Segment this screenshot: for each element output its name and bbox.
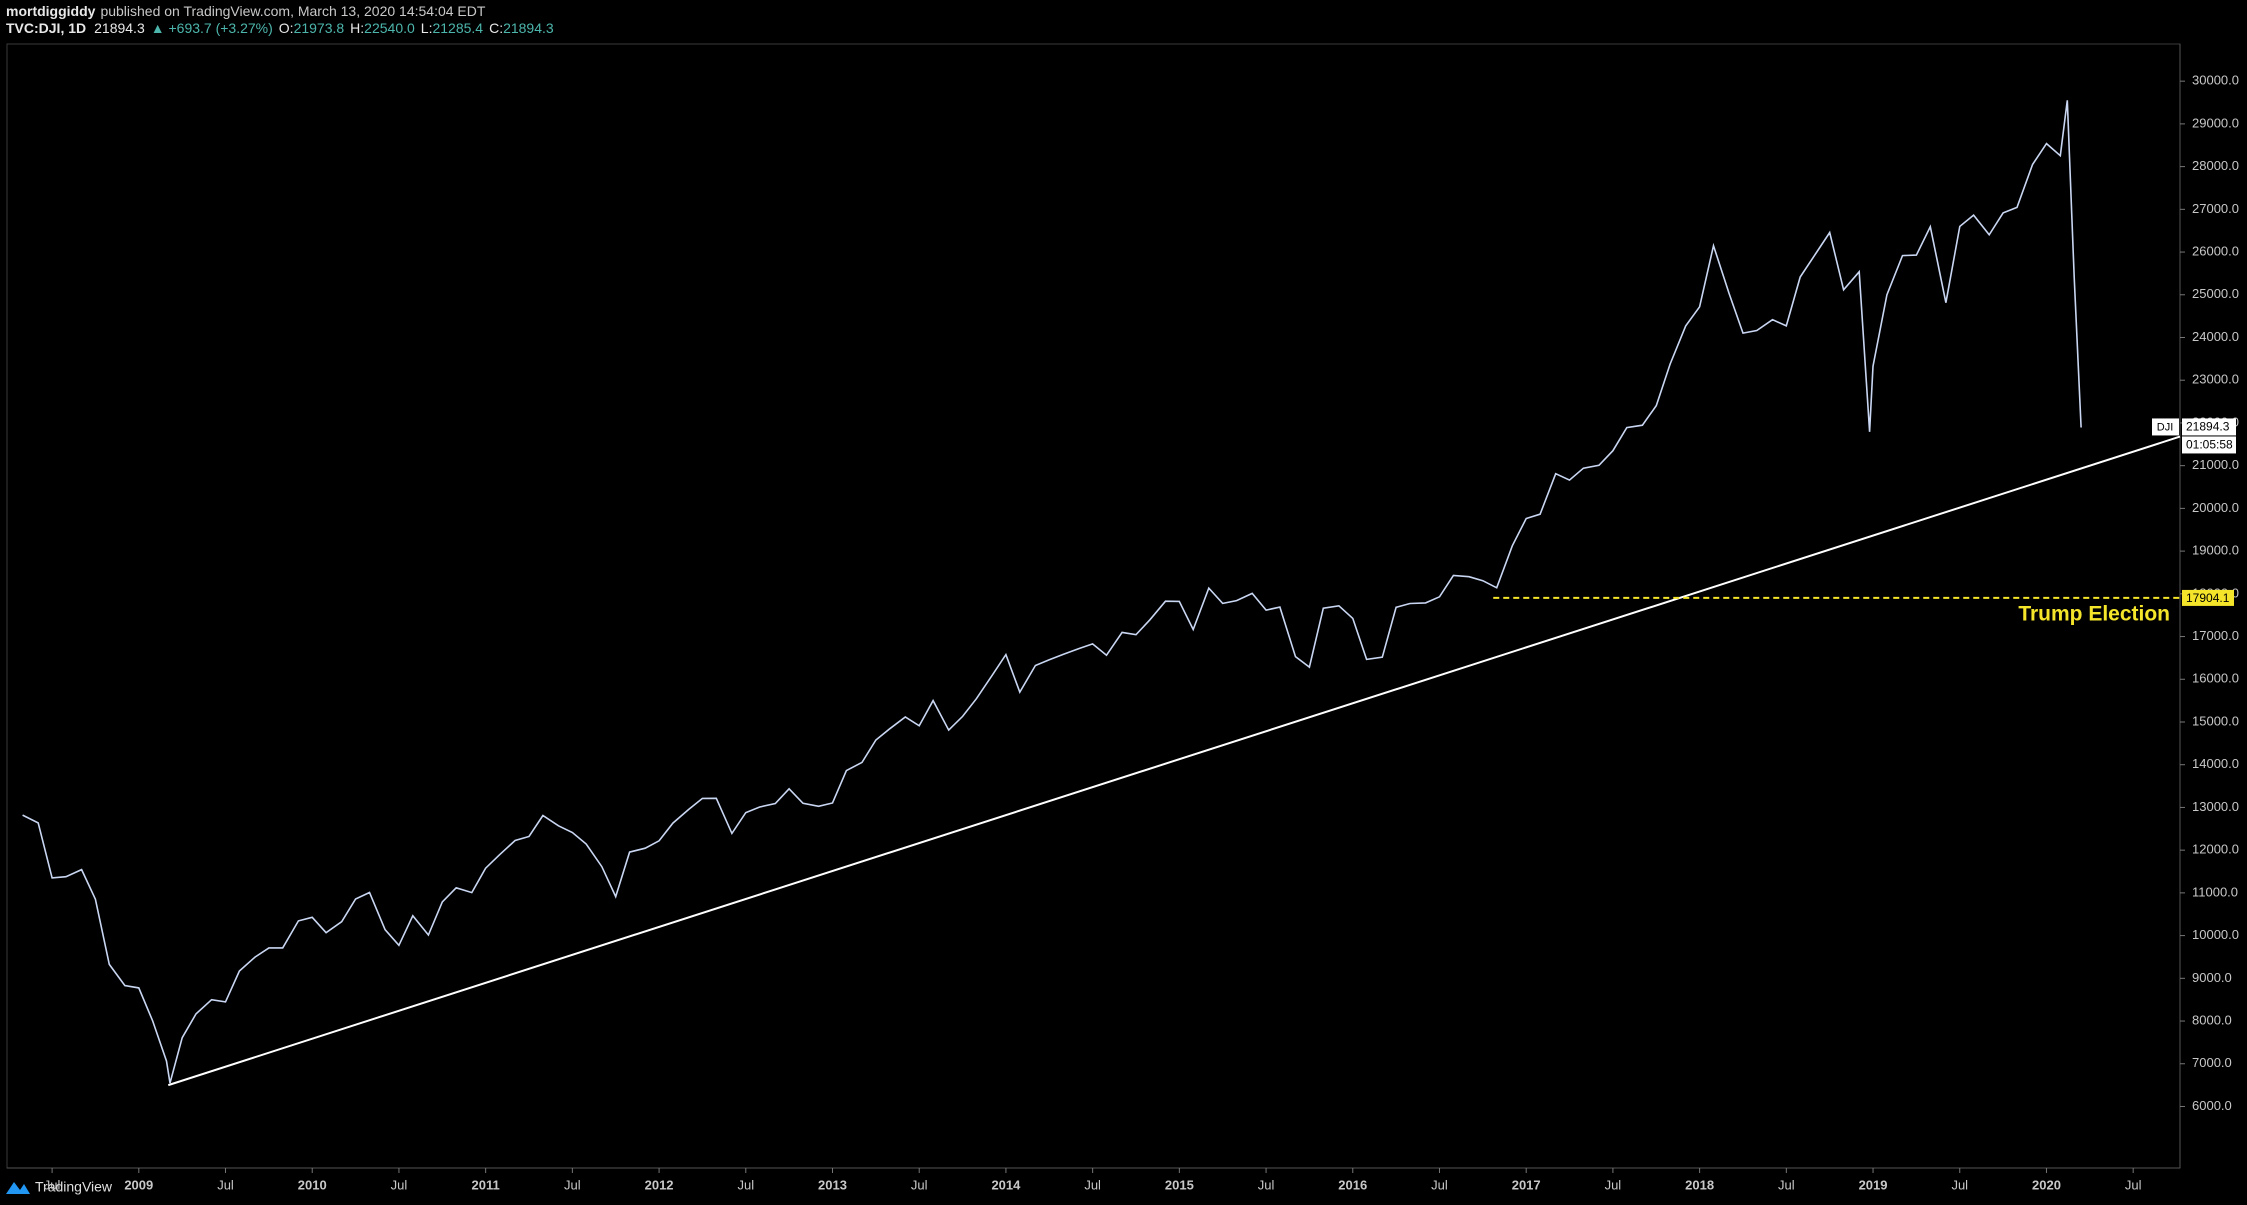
y-tick-label: 14000.0: [2192, 756, 2239, 771]
y-tick-label: 28000.0: [2192, 158, 2239, 173]
y-tick-label: 19000.0: [2192, 543, 2239, 558]
y-tick-label: 7000.0: [2192, 1055, 2232, 1070]
x-tick-label: 2010: [298, 1177, 327, 1192]
x-tick-label: Jul: [44, 1177, 61, 1192]
author: mortdiggiddy: [6, 3, 96, 19]
y-tick-label: 29000.0: [2192, 115, 2239, 130]
y-tick-label: 10000.0: [2192, 927, 2239, 942]
low-label: L:: [421, 20, 433, 36]
symbol-tag: DJI: [2157, 421, 2174, 433]
countdown: 01:05:58: [2186, 438, 2233, 452]
election-tag-box: [2182, 589, 2234, 606]
x-tick-label: Jul: [1605, 1177, 1622, 1192]
open-label: O:: [279, 20, 294, 36]
x-tick-label: 2012: [645, 1177, 674, 1192]
x-tick-label: 2014: [991, 1177, 1021, 1192]
high-label: H:: [350, 20, 364, 36]
y-tick-label: 20000.0: [2192, 500, 2239, 515]
y-tick-label: 13000.0: [2192, 799, 2239, 814]
y-tick-label: 11000.0: [2192, 884, 2238, 899]
y-tick-label: 30000.0: [2192, 73, 2239, 88]
x-tick-label: 2009: [124, 1177, 153, 1192]
y-tick-label: 21000.0: [2192, 457, 2239, 472]
trendline: [167, 435, 2181, 1087]
annotation: Trump Election: [2018, 602, 2170, 625]
published: published on TradingView.com, March 13, …: [100, 3, 485, 19]
x-tick-label: 2013: [818, 1177, 847, 1192]
y-tick-label: 6000.0: [2192, 1098, 2232, 1113]
change: ▲ +693.7 (+3.27%): [151, 20, 273, 36]
y-tick-label: 8000.0: [2192, 1012, 2232, 1027]
header-line-1: mortdiggiddy published on TradingView.com…: [6, 3, 486, 19]
x-tick-label: Jul: [217, 1177, 234, 1192]
x-tick-label: 2017: [1512, 1177, 1541, 1192]
x-tick-label: 2015: [1165, 1177, 1194, 1192]
election-tag: 17904.1: [2186, 591, 2230, 605]
close: 21894.3: [503, 20, 554, 36]
y-tick-label: 9000.0: [2192, 970, 2232, 985]
logo: TradingView: [6, 1179, 113, 1195]
x-tick-label: Jul: [911, 1177, 928, 1192]
high: 22540.0: [364, 20, 415, 36]
last: 21894.3: [94, 20, 145, 36]
x-tick-label: Jul: [564, 1177, 581, 1192]
x-tick-label: 2020: [2032, 1177, 2061, 1192]
x-tick-label: 2018: [1685, 1177, 1714, 1192]
countdown-box: [2182, 436, 2236, 454]
close-label: C:: [489, 20, 503, 36]
x-tick-label: Jul: [391, 1177, 408, 1192]
brand: TradingView: [35, 1179, 113, 1195]
open: 21973.8: [294, 20, 345, 36]
x-tick-label: 2011: [472, 1177, 500, 1192]
last-price: 21894.3: [2186, 420, 2230, 434]
last-price-box: [2182, 418, 2236, 436]
symbol: TVC:DJI, 1D: [6, 20, 86, 36]
x-tick-label: Jul: [1778, 1177, 1795, 1192]
logo-icon: [6, 1182, 30, 1194]
y-tick-label: 26000.0: [2192, 243, 2239, 258]
x-tick-label: Jul: [1258, 1177, 1275, 1192]
x-tick-label: Jul: [1084, 1177, 1101, 1192]
y-tick-label: 27000.0: [2192, 201, 2239, 216]
x-tick-label: 2019: [1859, 1177, 1888, 1192]
y-tick-label: 23000.0: [2192, 372, 2239, 387]
header-line-2: TVC:DJI, 1D 21894.3 ▲ +693.7 (+3.27%) O:219…: [6, 20, 554, 36]
symbol-tag-box: [2152, 418, 2179, 436]
y-tick-label: 17000.0: [2192, 628, 2239, 643]
x-tick-label: Jul: [737, 1177, 754, 1192]
x-tick-label: 2016: [1338, 1177, 1367, 1192]
y-tick-label: 24000.0: [2192, 329, 2239, 344]
x-tick-label: Jul: [2125, 1177, 2142, 1192]
y-tick-label: 16000.0: [2192, 671, 2239, 686]
y-tick-label: 12000.0: [2192, 842, 2239, 857]
x-tick-label: Jul: [1431, 1177, 1448, 1192]
low: 21285.4: [432, 20, 483, 36]
y-tick-label: 15000.0: [2192, 713, 2239, 728]
price-line: [22, 100, 2082, 1084]
x-tick-label: Jul: [1951, 1177, 1968, 1192]
y-tick-label: 25000.0: [2192, 286, 2239, 301]
